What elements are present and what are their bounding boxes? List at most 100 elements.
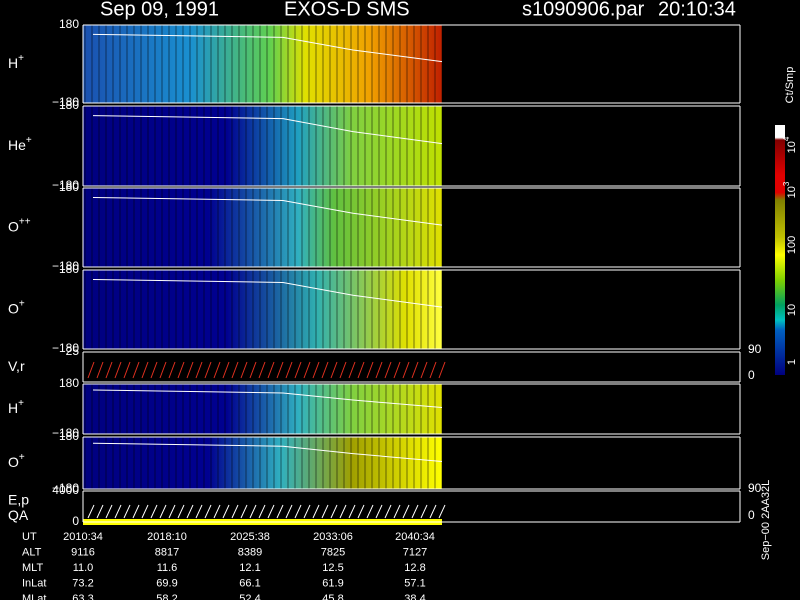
panel-label: V,r [8, 358, 25, 374]
row-label: UT [22, 531, 37, 543]
table-cell: 7127 [403, 546, 427, 558]
label-text: V,r [8, 358, 25, 374]
file: s1090906.par [522, 0, 645, 20]
colorbar [775, 125, 785, 375]
label-sup: + [18, 398, 24, 409]
y-tick-label: 180 [59, 180, 79, 194]
table-cell: 7825 [321, 546, 345, 558]
table-cell: 73.2 [72, 577, 93, 589]
label-text: O [8, 454, 19, 470]
y-tick-label: −180 [52, 95, 79, 109]
stripes [83, 437, 442, 489]
row-label: MLat [22, 593, 46, 600]
y-tick-label: −180 [52, 341, 79, 355]
label-sup: + [18, 53, 24, 64]
y2-tick-label: 0 [748, 368, 755, 382]
panel-label: E,p [8, 491, 29, 507]
trend-line [92, 389, 443, 408]
stripes [83, 384, 442, 434]
panel-label: H+ [8, 53, 24, 71]
y-tick-label: 25 [66, 344, 80, 358]
tick-text: 100 [786, 236, 798, 254]
table-cell: 11.6 [157, 562, 178, 574]
table-cell: 57.1 [404, 577, 425, 589]
label-sup: + [26, 135, 32, 146]
table-cell: 9116 [71, 546, 95, 558]
y-tick-label: −180 [52, 426, 79, 440]
table-cell: 2018:10 [147, 531, 187, 543]
table-cell: 66.1 [239, 577, 260, 589]
stripes [83, 270, 442, 349]
y-tick-label: 180 [59, 376, 79, 390]
label-sup: + [19, 298, 25, 309]
stripes [83, 106, 442, 186]
panel-label: H+ [8, 398, 24, 416]
tick-sup: 4 [782, 136, 791, 141]
table-cell: 12.5 [322, 562, 343, 574]
panel-label: QA [8, 507, 29, 523]
colorbar-tick: 103 [782, 181, 798, 198]
footer: Sep−00 2AA32L [760, 480, 772, 560]
tick-sup: 3 [782, 181, 791, 186]
table-cell: 45.8 [322, 593, 343, 600]
trend-line [92, 196, 443, 226]
table-cell: 69.9 [156, 577, 177, 589]
table-cell: 63.3 [72, 593, 93, 600]
colorbar-tick: 10 [786, 304, 798, 316]
y-tick-label: 180 [59, 17, 79, 31]
panel-label: O++ [8, 216, 31, 234]
y-tick-label: 180 [59, 262, 79, 276]
panel-label: O+ [8, 452, 25, 470]
date: Sep 09, 1991 [100, 0, 219, 20]
table-cell: 2033:06 [313, 531, 353, 543]
table-cell: 12.8 [404, 562, 425, 574]
trend-line [92, 278, 443, 308]
y2-tick-label: 90 [748, 342, 762, 356]
stripes [83, 25, 442, 103]
time: 20:10:34 [658, 0, 736, 20]
table-cell: 52.4 [239, 593, 260, 600]
panel-label: He+ [8, 135, 32, 153]
instrument: EXOS-D SMS [284, 0, 410, 20]
row-label: InLat [22, 577, 46, 589]
y-tick-label: 180 [59, 98, 79, 112]
colorbar-unit: Ct/Smp [784, 67, 796, 104]
table-cell: 8817 [155, 546, 179, 558]
colorbar-tick: 100 [786, 236, 798, 254]
tick-text: 10 [786, 186, 798, 198]
label-text: H [8, 55, 18, 71]
y2-tick-label: 90 [748, 481, 762, 495]
y2-tick-label: 0 [748, 508, 755, 522]
label-text: O [8, 300, 19, 316]
trend-line [92, 442, 443, 462]
row-label: ALT [22, 546, 42, 558]
tick-text: 10 [786, 141, 798, 153]
label-text: He [8, 137, 26, 153]
table-cell: 38.4 [404, 593, 425, 600]
row-label: MLT [22, 562, 43, 574]
trend-line [92, 115, 443, 145]
table-cell: 61.9 [322, 577, 343, 589]
table-cell: 11.0 [73, 562, 94, 574]
y-tick-label: 4000 [52, 483, 79, 497]
colorbar-tick: 1 [786, 359, 798, 365]
y-tick-label: −180 [52, 178, 79, 192]
y-tick-label: 0 [72, 514, 79, 528]
y-tick-label: 180 [59, 429, 79, 443]
tick-text: 10 [786, 304, 798, 316]
label-text: H [8, 400, 18, 416]
y-tick-label: −180 [52, 481, 79, 495]
trace [87, 361, 446, 379]
trend-line [92, 33, 443, 63]
tick-text: 1 [786, 359, 798, 365]
table-cell: 58.2 [156, 593, 177, 600]
table-cell: 2025:38 [230, 531, 270, 543]
table-cell: 12.1 [239, 562, 260, 574]
label-sup: ++ [19, 216, 31, 227]
table-cell: 2010:34 [63, 531, 103, 543]
colorbar-tick: 104 [782, 136, 798, 153]
table-cell: 2040:34 [395, 531, 435, 543]
stripes [83, 188, 442, 267]
trace [87, 504, 446, 519]
